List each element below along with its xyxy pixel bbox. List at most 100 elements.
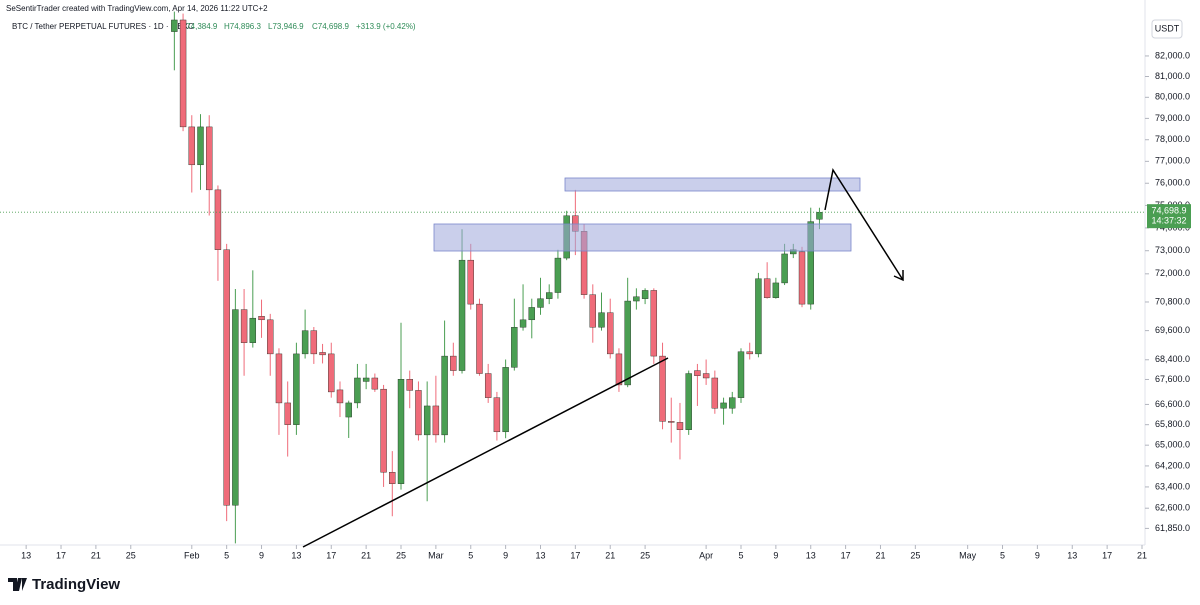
candle-body	[607, 312, 614, 355]
x-tick-label: 5	[738, 550, 743, 560]
candle-body	[423, 405, 431, 436]
candle-body	[668, 421, 675, 423]
candle-body	[362, 377, 370, 382]
plot: 82,000.0 81,000.0 80,000.0 79,000.0 78,000.0…	[0, 11, 1191, 560]
candle-body	[249, 317, 257, 343]
x-tick-label: 5	[1000, 550, 1005, 560]
candle-body	[650, 290, 658, 357]
x-tick-label: Mar	[428, 550, 444, 560]
candle-body	[755, 278, 762, 355]
last-price-label: 74,698.9	[1151, 206, 1186, 216]
y-tick-label: 69,600.0	[1155, 325, 1190, 335]
candle-body	[171, 19, 178, 32]
candle-body	[589, 294, 596, 328]
ohlc-low: L73,946.9	[268, 22, 304, 31]
candle-body	[694, 370, 701, 376]
x-tick-label: 17	[841, 550, 851, 560]
candle-body	[816, 211, 823, 220]
x-tick-label: 17	[1102, 550, 1112, 560]
credit: SeSentirTrader created with TradingView.…	[6, 4, 268, 13]
candle-body	[179, 19, 187, 128]
x-tick-label: 13	[806, 550, 816, 560]
candle-body	[328, 353, 335, 393]
x-tick-label: May	[959, 550, 977, 560]
candle-body	[598, 312, 605, 328]
x-tick-label: 17	[326, 550, 336, 560]
y-tick-label: 81,000.0	[1155, 71, 1190, 81]
x-tick-label: 9	[1035, 550, 1040, 560]
candle-body	[467, 259, 474, 305]
logo: TradingView	[8, 576, 120, 593]
candle-body	[275, 353, 283, 404]
candle-body	[240, 309, 248, 343]
y-tick-label: 73,000.0	[1155, 245, 1190, 255]
candle-body	[519, 319, 527, 328]
candle-body	[476, 303, 483, 374]
candle-body	[301, 330, 309, 355]
x-tick-label: 21	[91, 550, 101, 560]
candle-body	[720, 402, 727, 409]
candle-body	[354, 377, 361, 404]
resistance-zone	[564, 177, 861, 192]
candle-body	[807, 221, 814, 305]
x-tick-label: 9	[773, 550, 778, 560]
candle-body	[763, 278, 771, 298]
candle-body	[493, 397, 501, 433]
countdown: 14:37:32	[1151, 216, 1186, 226]
candle-body	[293, 353, 300, 425]
y-tick-label: 64,200.0	[1155, 460, 1190, 470]
projection-arrow	[824, 168, 904, 281]
last-price-box	[1147, 204, 1191, 229]
candle-body	[397, 379, 405, 484]
y-tick-label: 63,400.0	[1155, 481, 1190, 491]
y-tick-label: 65,800.0	[1155, 419, 1190, 429]
candle-body	[441, 355, 448, 436]
candle-body	[511, 327, 518, 368]
x-tick-label: 9	[503, 550, 508, 560]
candle-body	[554, 257, 562, 293]
candle-body	[528, 307, 535, 321]
x-tick-label: 9	[259, 550, 264, 560]
candle-body	[711, 377, 719, 409]
candle-body	[310, 330, 318, 355]
y-tick-label: 80,000.0	[1155, 92, 1190, 102]
candle-body	[258, 316, 265, 321]
candle-body	[502, 367, 509, 433]
currency-box[interactable]	[1151, 19, 1183, 39]
candle-body	[406, 379, 413, 391]
brand: TradingView	[32, 576, 120, 593]
candle-body	[484, 373, 492, 398]
candle-body	[676, 422, 684, 430]
y-tick-label: 67,600.0	[1155, 374, 1190, 384]
y-tick-label: 61,850.0	[1155, 523, 1190, 533]
candle-body	[380, 388, 387, 473]
candle-body	[214, 189, 222, 250]
x-tick-label: 17	[56, 550, 66, 560]
candle-body	[223, 249, 230, 506]
trend-line	[302, 357, 669, 548]
x-tick-label: 13	[291, 550, 301, 560]
x-tick-label: 25	[396, 550, 406, 560]
candle-body	[641, 290, 649, 299]
candle-body	[537, 298, 544, 308]
y-tick-label: 79,000.0	[1155, 113, 1190, 123]
candle-body	[781, 253, 788, 284]
y-tick-label: 62,600.0	[1155, 503, 1190, 513]
ohlc-close: C74,698.9	[312, 22, 349, 31]
candle-body	[371, 377, 379, 390]
x-tick-label: 21	[605, 550, 615, 560]
candle-body	[702, 373, 710, 379]
x-tick-label: 13	[1067, 550, 1077, 560]
candle-body	[746, 351, 753, 355]
supply-zone	[433, 223, 852, 252]
candle-body	[737, 351, 745, 398]
y-tick-label: 66,600.0	[1155, 399, 1190, 409]
y-tick-label: 82,000.0	[1155, 50, 1190, 60]
y-tick-label: 76,000.0	[1155, 178, 1190, 188]
chart-title: BTC / Tether PERPETUAL FUTURES · 1D · ME…	[12, 22, 194, 31]
x-tick-label: 13	[535, 550, 545, 560]
candle-body	[624, 300, 631, 386]
candle-body	[729, 397, 736, 409]
x-tick-label: 21	[1137, 550, 1147, 560]
